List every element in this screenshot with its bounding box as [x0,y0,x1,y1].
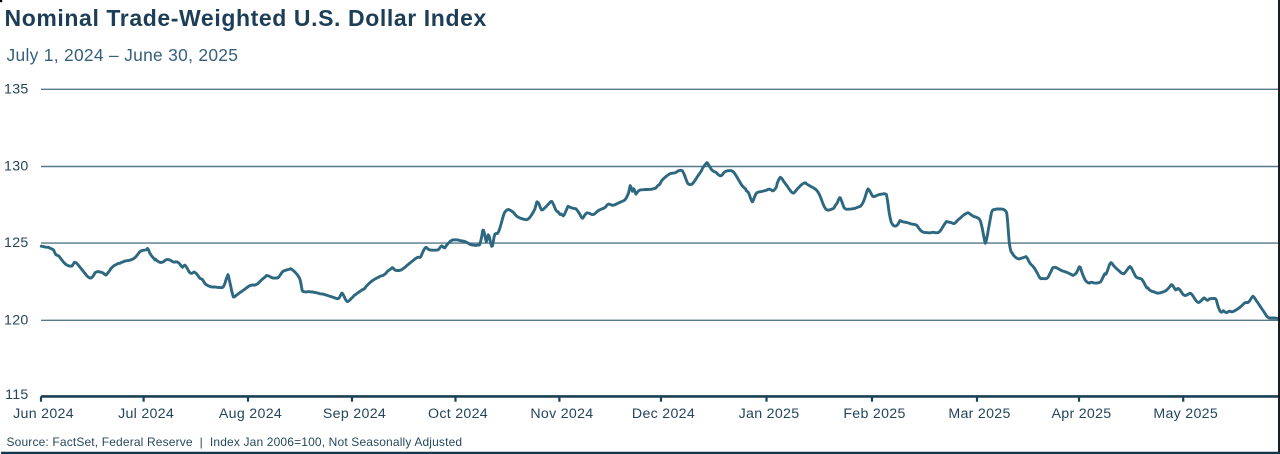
svg-text:Aug 2024: Aug 2024 [219,406,282,422]
svg-text:May 2025: May 2025 [1153,406,1218,422]
svg-text:Nominal Trade-Weighted U.S. Do: Nominal Trade-Weighted U.S. Dollar Index [5,5,487,31]
svg-text:Jul 2024: Jul 2024 [118,406,174,422]
svg-text:Mar 2025: Mar 2025 [948,406,1010,422]
svg-text:120: 120 [4,312,29,328]
svg-text:Sep 2024: Sep 2024 [323,406,386,422]
svg-text:Jan 2025: Jan 2025 [739,406,800,422]
svg-text:July 1, 2024 – June 30, 2025: July 1, 2024 – June 30, 2025 [7,45,239,65]
svg-text:Apr 2025: Apr 2025 [1052,406,1112,422]
svg-text:130: 130 [4,159,29,175]
svg-text:115: 115 [5,387,29,403]
svg-text:135: 135 [4,81,29,97]
svg-text:Dec 2024: Dec 2024 [632,406,695,422]
svg-text:Feb 2025: Feb 2025 [843,406,905,422]
svg-text:Source: FactSet, Federal Reser: Source: FactSet, Federal Reserve | Index… [7,435,463,449]
svg-text:125: 125 [4,235,29,251]
svg-text:Oct 2024: Oct 2024 [428,406,488,422]
svg-text:Jun 2024: Jun 2024 [13,406,74,422]
svg-text:Nov 2024: Nov 2024 [530,406,593,422]
